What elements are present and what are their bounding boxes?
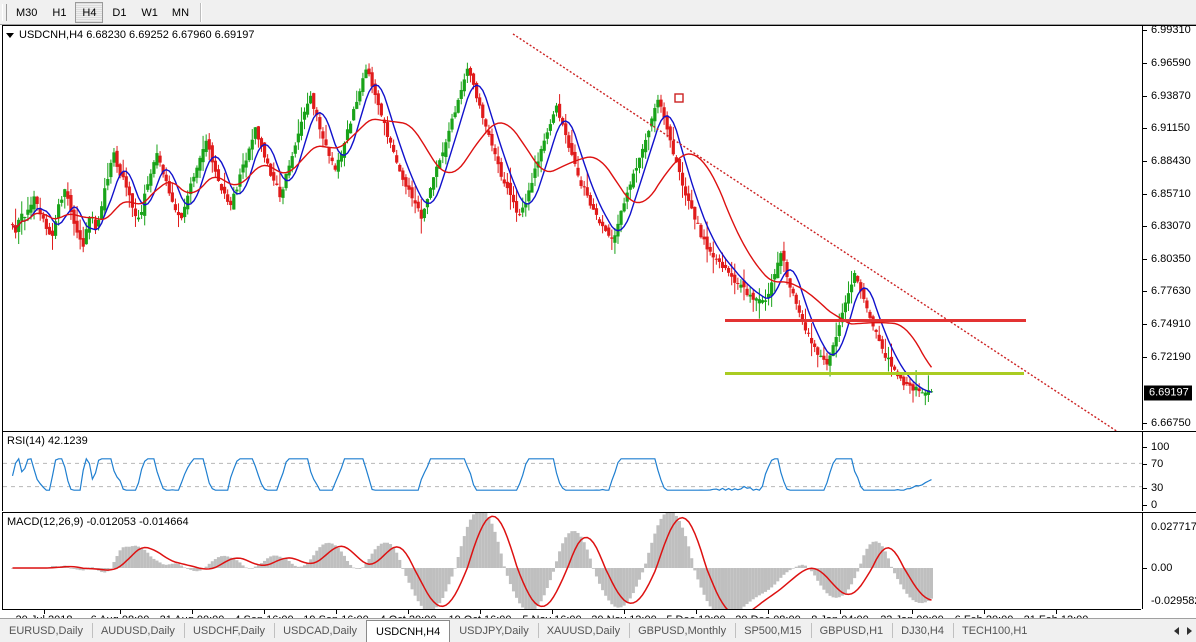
price-scale-tick bbox=[1143, 128, 1147, 130]
price-scale[interactable]: 6.69197 6.99310 6.96590 6.93870 6.91150 6.88… bbox=[1142, 25, 1196, 430]
timeframe-button-m30[interactable]: M30 bbox=[16, 6, 38, 19]
toolbar-drag-handle[interactable] bbox=[2, 3, 7, 21]
symbol-tab-bar: EURUSD,Daily AUDUSD,Daily USDCHF,Daily USDC… bbox=[0, 618, 1196, 642]
price-panel[interactable]: USDCNH,H4 6.68230 6.69252 6.67960 6.6919… bbox=[2, 25, 1196, 431]
macd-scale-label: 0.027717 bbox=[1151, 521, 1196, 533]
price-scale-label: 6.91150 bbox=[1151, 122, 1190, 135]
price-scale-label: 6.83070 bbox=[1151, 219, 1191, 232]
price-scale-tick bbox=[1143, 62, 1147, 64]
rsi-plot-area[interactable] bbox=[2, 432, 1143, 511]
macd-indicator-label: MACD(12,26,9) -0.012053 -0.014664 bbox=[7, 516, 189, 528]
time-axis-tick bbox=[336, 610, 337, 614]
symbol-tab-usdchf-daily[interactable]: USDCHF,Daily bbox=[183, 619, 274, 642]
time-axis-tick bbox=[480, 610, 481, 614]
rsi-scale-label: 0 bbox=[1151, 499, 1158, 511]
chart-frame: USDCNH,H4 6.68230 6.69252 6.67960 6.6919… bbox=[0, 25, 1196, 626]
symbol-tab-usdcnh-h4[interactable]: USDCNH,H4 bbox=[366, 620, 451, 642]
symbol-tab-xauusd-daily[interactable]: XAUUSD,Daily bbox=[537, 619, 629, 642]
chart-symbol-ohlc-text: USDCNH,H4 6.68230 6.69252 6.67960 6.6919… bbox=[19, 29, 255, 41]
symbol-tab-tech100-h1[interactable]: TECH100,H1 bbox=[952, 619, 1036, 642]
rsi-indicator-label: RSI(14) 42.1239 bbox=[7, 435, 88, 447]
price-scale-tick bbox=[1143, 291, 1147, 293]
time-axis-tick bbox=[44, 610, 45, 614]
toolbar-separator bbox=[200, 2, 203, 22]
symbol-tab-gbpusd-h1[interactable]: GBPUSD,H1 bbox=[810, 619, 893, 642]
rsi-scale-tick bbox=[1143, 505, 1147, 506]
symbol-tab-gbpusd-monthly[interactable]: GBPUSD,Monthly bbox=[629, 619, 735, 642]
price-scale-label: 6.72190 bbox=[1151, 351, 1191, 364]
price-scale-label: 6.85710 bbox=[1151, 187, 1191, 200]
rsi-scale-tick bbox=[1143, 464, 1147, 466]
price-plot-area[interactable] bbox=[2, 25, 1143, 431]
macd-plot-area[interactable] bbox=[2, 513, 1143, 609]
symbol-tab-usdjpy-daily[interactable]: USDJPY,Daily bbox=[459, 624, 529, 637]
price-scale-tick bbox=[1143, 422, 1147, 424]
collapse-triangle-icon[interactable] bbox=[6, 32, 14, 38]
symbol-tab-eurusd-daily[interactable]: EURUSD,Daily bbox=[9, 624, 83, 637]
time-axis-tick bbox=[552, 610, 553, 614]
price-scale-label: 6.77630 bbox=[1151, 285, 1191, 298]
macd-scale-label: -0.029582 bbox=[1151, 595, 1196, 607]
timeframe-toolbar: M30 H1 H4 D1 W1 MN bbox=[0, 0, 1196, 25]
symbol-tab-sp500-m15[interactable]: SP500,M15 bbox=[735, 619, 810, 642]
price-scale-label: 6.93870 bbox=[1151, 89, 1191, 102]
macd-scale-tick bbox=[1143, 568, 1147, 569]
price-scale-label: 6.74910 bbox=[1151, 318, 1191, 331]
time-axis-tick bbox=[192, 610, 193, 614]
macd-panel[interactable]: MACD(12,26,9) -0.012053 -0.014664 0.0277… bbox=[2, 512, 1196, 609]
price-scale-tick bbox=[1143, 258, 1147, 260]
time-axis-tick bbox=[696, 610, 697, 614]
rsi-scale-label: 70 bbox=[1151, 458, 1164, 471]
rsi-scale: 100 70 30 0 bbox=[1142, 432, 1196, 511]
price-scale-tick bbox=[1143, 29, 1147, 31]
price-scale-tick bbox=[1143, 324, 1147, 326]
price-scale-label: 6.66750 bbox=[1151, 416, 1191, 429]
macd-scale: 0.027717 0.00 -0.029582 bbox=[1142, 513, 1196, 609]
rsi-scale-tick bbox=[1143, 447, 1147, 448]
time-axis-tick bbox=[912, 610, 913, 614]
time-axis-tick bbox=[624, 610, 625, 614]
macd-histogram-chart bbox=[11, 513, 933, 609]
scroll-left-arrow-icon[interactable] bbox=[1174, 626, 1179, 635]
time-axis-tick bbox=[768, 610, 769, 614]
rsi-panel[interactable]: RSI(14) 42.1239 100 70 30 0 bbox=[2, 431, 1196, 511]
price-scale-tick bbox=[1143, 225, 1147, 227]
symbol-tab-usdcad-daily[interactable]: USDCAD,Daily bbox=[274, 619, 366, 642]
time-axis-tick bbox=[120, 610, 121, 614]
timeframe-button-h4[interactable]: H4 bbox=[75, 1, 104, 23]
candlestick-chart bbox=[10, 33, 1118, 431]
chart-symbol-header: USDCNH,H4 6.68230 6.69252 6.67960 6.6919… bbox=[6, 29, 254, 41]
time-axis-tick bbox=[840, 610, 841, 614]
macd-scale-label: 0.00 bbox=[1151, 562, 1173, 574]
price-scale-label: 6.99310 bbox=[1151, 25, 1191, 36]
current-price-badge: 6.69197 bbox=[1144, 385, 1192, 401]
rsi-scale-label: 100 bbox=[1151, 441, 1170, 453]
tab-scroll-controls bbox=[1174, 619, 1196, 642]
price-scale-label: 6.88430 bbox=[1151, 155, 1191, 168]
scroll-right-arrow-icon[interactable] bbox=[1187, 626, 1192, 635]
timeframe-button-mn[interactable]: MN bbox=[171, 6, 190, 19]
price-scale-tick bbox=[1143, 161, 1147, 163]
support-line[interactable] bbox=[725, 372, 1024, 375]
price-scale-tick bbox=[1143, 193, 1147, 195]
time-axis-tick bbox=[1056, 610, 1057, 614]
price-scale-tick bbox=[1143, 357, 1147, 359]
timeframe-button-d1[interactable]: D1 bbox=[112, 6, 127, 19]
price-scale-label: 6.80350 bbox=[1151, 252, 1191, 265]
rsi-scale-label: 30 bbox=[1151, 481, 1164, 494]
time-axis-tick bbox=[408, 610, 409, 614]
resistance-line[interactable] bbox=[725, 319, 1026, 322]
timeframe-button-h1[interactable]: H1 bbox=[52, 6, 67, 19]
rsi-line-chart bbox=[3, 457, 1143, 491]
rsi-scale-tick bbox=[1143, 487, 1147, 489]
time-axis-tick bbox=[264, 610, 265, 614]
time-axis-tick bbox=[984, 610, 985, 614]
symbol-tab-dj30-h4[interactable]: DJ30,H4 bbox=[892, 619, 953, 642]
price-scale-tick bbox=[1143, 95, 1147, 97]
symbol-tab-audusd-daily[interactable]: AUDUSD,Daily bbox=[91, 619, 184, 642]
price-scale-label: 6.96590 bbox=[1151, 56, 1191, 69]
timeframe-button-w1[interactable]: W1 bbox=[141, 6, 158, 19]
